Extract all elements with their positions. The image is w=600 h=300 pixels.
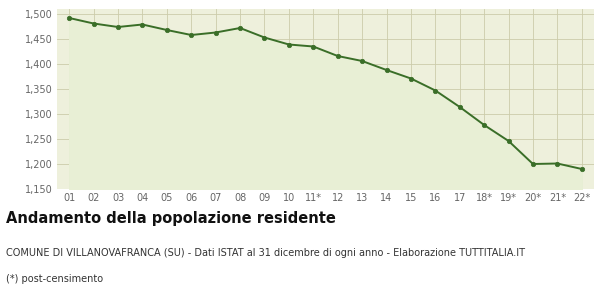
Text: (*) post-censimento: (*) post-censimento bbox=[6, 274, 103, 284]
Text: Andamento della popolazione residente: Andamento della popolazione residente bbox=[6, 212, 336, 226]
Text: COMUNE DI VILLANOVAFRANCA (SU) - Dati ISTAT al 31 dicembre di ogni anno - Elabor: COMUNE DI VILLANOVAFRANCA (SU) - Dati IS… bbox=[6, 248, 525, 257]
